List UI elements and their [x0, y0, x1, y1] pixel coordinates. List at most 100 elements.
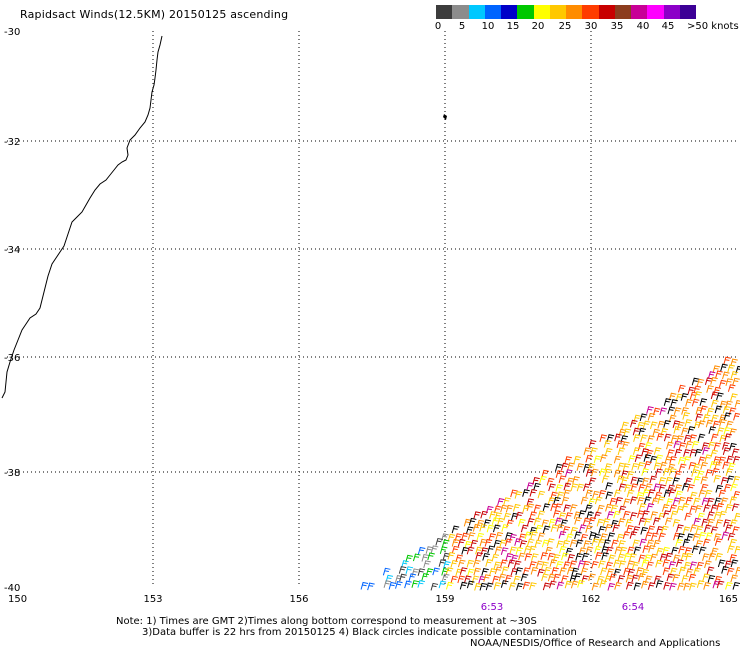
wind-barb [710, 377, 718, 385]
wind-barb [680, 552, 689, 561]
wind-barb [647, 525, 656, 534]
legend-label: 0 [434, 21, 442, 32]
wind-barb [554, 517, 563, 526]
wind-barb [598, 560, 606, 569]
wind-barb [592, 490, 600, 499]
wind-barb [725, 400, 733, 409]
wind-barb [656, 547, 664, 556]
legend-swatch [533, 5, 550, 19]
wind-barb [514, 538, 522, 546]
wind-barb [565, 533, 574, 542]
wind-barb [540, 552, 549, 560]
wind-barb [526, 538, 535, 547]
wind-barb [704, 454, 713, 463]
wind-barb [412, 553, 421, 562]
wind-barb [623, 498, 631, 507]
wind-barb [529, 526, 538, 535]
wind-barb [722, 371, 730, 380]
wind-barb [710, 399, 719, 408]
wind-barb [367, 582, 375, 591]
wind-barb [555, 463, 563, 472]
coastline [1, 35, 163, 399]
wind-barb [716, 580, 725, 589]
lon-label: 153 [143, 594, 162, 605]
wind-barb [719, 400, 728, 409]
wind-barb [585, 469, 594, 477]
wind-barb [563, 561, 571, 570]
wind-barb [605, 491, 614, 500]
wind-barb [637, 497, 645, 505]
wind-barb [533, 504, 542, 513]
legend-swatch [452, 5, 469, 19]
wind-barb [509, 533, 517, 542]
wind-barb [604, 463, 613, 471]
wind-barb [733, 412, 740, 421]
wind-barb [485, 582, 494, 591]
wind-barb [582, 517, 591, 526]
wind-barb [382, 567, 391, 576]
wind-barb [411, 580, 420, 588]
wind-barb [580, 567, 589, 576]
wind-barb [388, 581, 397, 590]
wind-barb [723, 519, 731, 527]
wind-barb [558, 475, 567, 484]
wind-barb [606, 568, 615, 576]
wind-barb [670, 399, 678, 407]
wind-barb [632, 427, 641, 436]
wind-barb [574, 572, 582, 581]
wind-barb [715, 552, 723, 561]
wind-barb [626, 525, 634, 533]
wind-barb [481, 568, 489, 576]
wind-barb [691, 469, 699, 477]
wind-barbs [360, 356, 740, 591]
wind-barb [642, 510, 650, 518]
wind-barb [712, 365, 721, 373]
wind-barb [698, 531, 707, 540]
wind-barb [669, 582, 677, 591]
wind-barb [599, 454, 608, 463]
wind-barb [556, 581, 565, 590]
wind-barb [683, 449, 691, 457]
wind-barb [430, 582, 439, 591]
wind-barb [652, 517, 661, 526]
wind-barb [695, 540, 704, 548]
wind-barb [583, 540, 591, 548]
wind-barb [588, 531, 597, 540]
wind-barb [451, 538, 460, 547]
legend-label: 10 [481, 21, 495, 32]
wind-barb [665, 552, 673, 561]
wind-barb [570, 526, 578, 535]
wind-barb [673, 407, 682, 415]
wind-barb [613, 559, 621, 568]
wind-barb [695, 413, 703, 422]
wind-barb [705, 469, 713, 477]
wind-barb [691, 398, 700, 407]
wind-barb [709, 460, 718, 469]
wind-barb [668, 561, 677, 569]
wind-barb [522, 489, 530, 497]
wind-barb [476, 519, 485, 528]
wind-barb [604, 575, 612, 584]
wind-barb [691, 377, 700, 386]
wind-barb [627, 568, 636, 577]
wind-barb [524, 553, 533, 561]
wind-barb [561, 496, 570, 505]
wind-barb [623, 552, 632, 561]
wind-barb [675, 393, 684, 402]
wind-barb [493, 582, 502, 590]
wind-barb [673, 426, 682, 434]
wind-barb [616, 475, 625, 484]
wind-barb [619, 546, 628, 555]
wind-barb [678, 463, 687, 472]
wind-barb [483, 519, 492, 527]
wind-barb [673, 532, 681, 541]
wind-barb [650, 553, 658, 562]
pass-time-label: 6:54 [622, 602, 644, 613]
wind-barb [663, 433, 672, 442]
wind-barb [476, 532, 485, 541]
wind-barb [692, 533, 701, 542]
wind-barb [564, 580, 573, 589]
wind-barb [658, 484, 667, 492]
wind-barb [569, 560, 578, 569]
wind-barb [710, 504, 719, 513]
